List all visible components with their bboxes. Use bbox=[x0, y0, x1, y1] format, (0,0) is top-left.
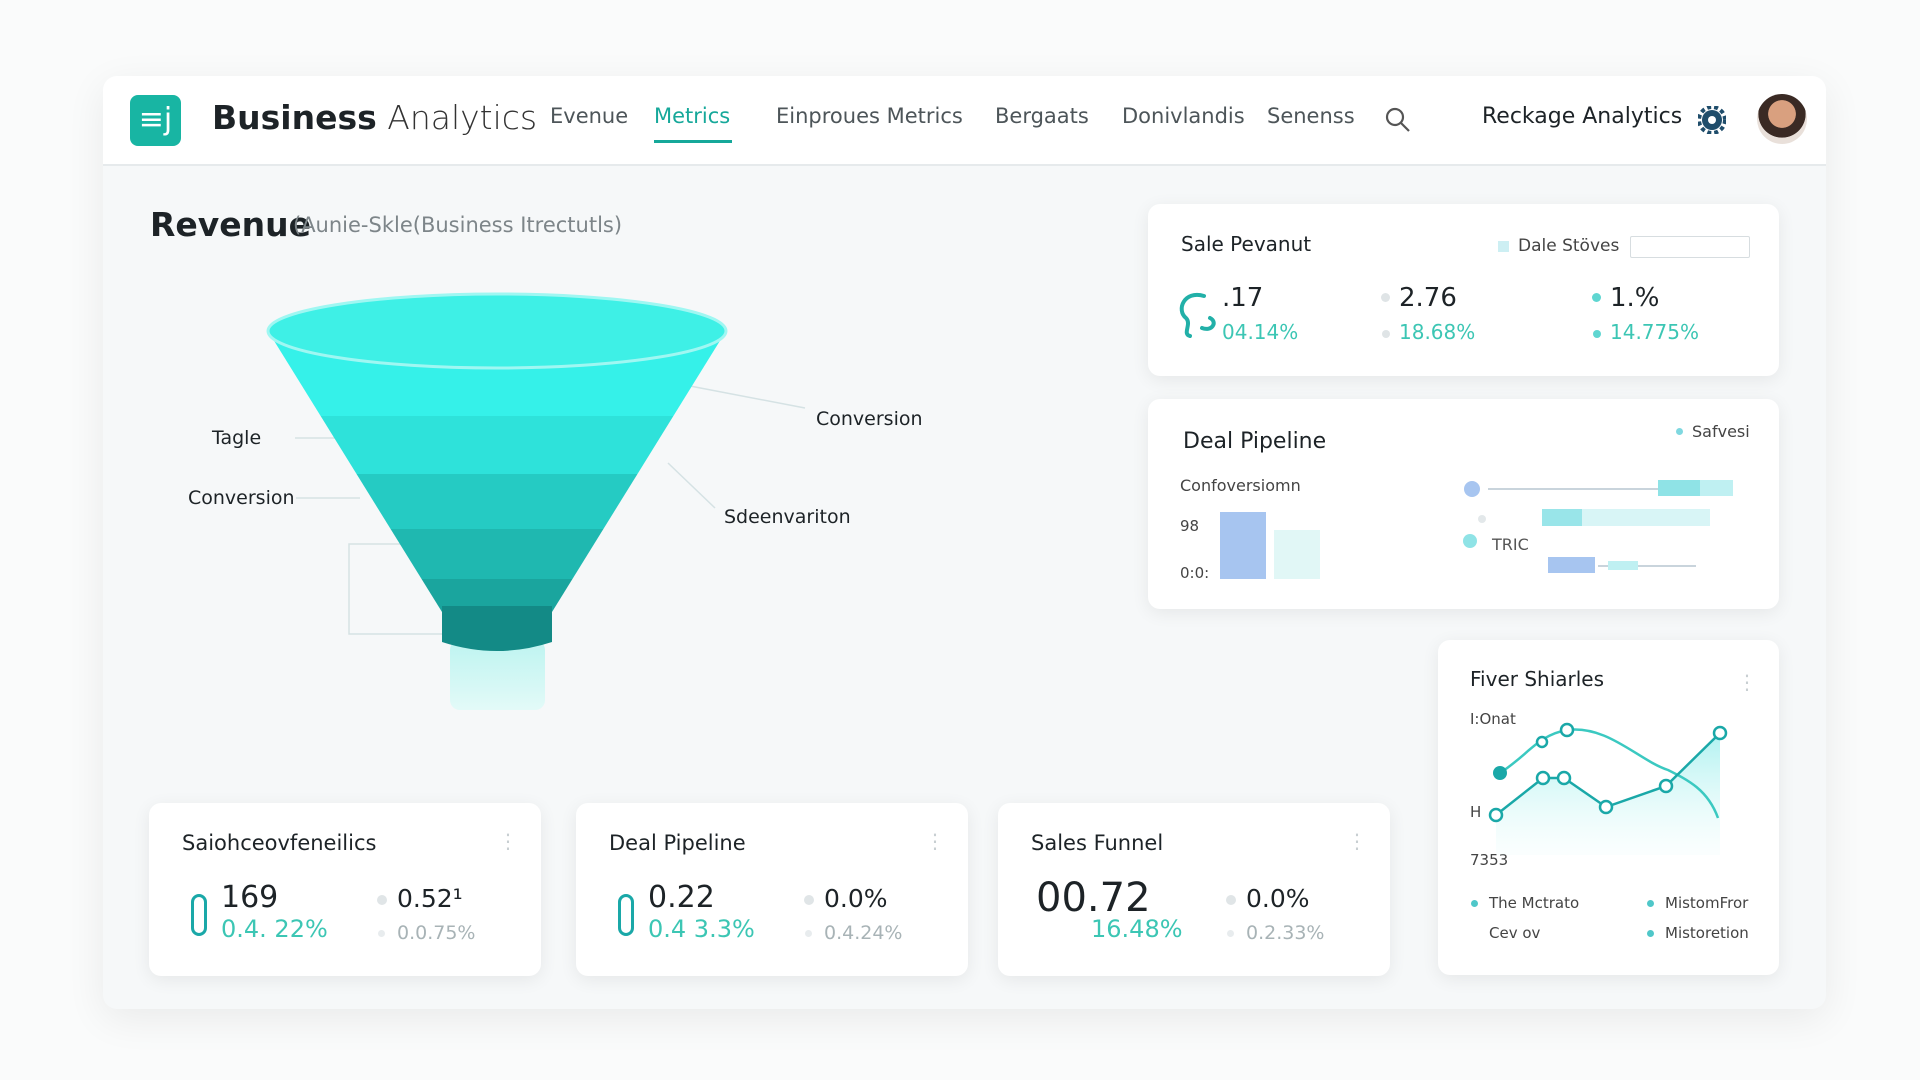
nav-item[interactable]: Metrics bbox=[654, 104, 731, 128]
stat-value: 2.76 bbox=[1399, 283, 1457, 313]
card-primary: 0.22 bbox=[648, 880, 715, 915]
right-title: Reckage Analytics bbox=[1482, 104, 1683, 129]
funnel-label: Conversion bbox=[188, 487, 295, 509]
card-dot bbox=[804, 895, 814, 905]
nav-item[interactable]: Donivlandis bbox=[1122, 104, 1245, 128]
stat-value: .17 bbox=[1222, 283, 1264, 313]
card-dot bbox=[378, 930, 385, 937]
nav-underline bbox=[654, 140, 732, 143]
stat-dot bbox=[1592, 293, 1601, 302]
stat-value: 1.% bbox=[1610, 283, 1660, 313]
card-primary: 169 bbox=[221, 880, 279, 915]
legend-dot bbox=[1647, 900, 1654, 907]
card-dot bbox=[1226, 895, 1236, 905]
deal-axis-label: 98 bbox=[1180, 517, 1200, 535]
legend-label: MistomFror bbox=[1665, 894, 1749, 912]
deal-title: Deal Pipeline bbox=[1183, 429, 1327, 454]
funnel-label: Tagle bbox=[212, 427, 262, 449]
card-primary-change: 0.4. 22% bbox=[221, 915, 328, 943]
card-dot bbox=[805, 930, 812, 937]
legend-dot bbox=[1471, 900, 1478, 907]
card-secondary-change: 0.2.33% bbox=[1246, 922, 1325, 944]
fiver-axis-label: I:Onat bbox=[1470, 710, 1516, 728]
deal-axis-label: 0:0: bbox=[1180, 564, 1210, 582]
revenue-subtitle: (Aunie-Skle(Business Itrectutls) bbox=[293, 213, 623, 237]
header-bar bbox=[103, 76, 1826, 166]
deal-subtitle: Confoversiomn bbox=[1180, 476, 1301, 495]
sale-panel bbox=[1148, 204, 1779, 376]
card-icon bbox=[618, 894, 634, 936]
legend-dot bbox=[1647, 930, 1654, 937]
legend-swatch bbox=[1498, 241, 1509, 252]
card-secondary: 0.52¹ bbox=[397, 884, 463, 913]
fiver-axis-label: 7353 bbox=[1470, 851, 1509, 869]
sale-legend: Dale Stöves bbox=[1518, 236, 1620, 256]
deal-legend: Safvesi bbox=[1692, 422, 1750, 441]
fiver-title: Fiver Shiarles bbox=[1470, 667, 1605, 691]
stat-change: 18.68% bbox=[1399, 320, 1476, 344]
card-primary-change: 16.48% bbox=[1091, 915, 1183, 943]
nav-item[interactable]: Evenue bbox=[550, 104, 629, 128]
card-primary: 00.72 bbox=[1036, 875, 1151, 921]
search-icon[interactable] bbox=[1384, 106, 1412, 134]
stat-icon bbox=[1179, 292, 1216, 338]
stat-dot bbox=[1593, 330, 1601, 338]
more-button[interactable]: ⋮ bbox=[925, 829, 945, 853]
card-secondary: 0.0% bbox=[824, 884, 888, 913]
logo-icon[interactable]: ≡j bbox=[130, 95, 181, 146]
card-secondary-change: 0.4.24% bbox=[824, 922, 903, 944]
nav-item[interactable]: Senenss bbox=[1267, 104, 1355, 128]
funnel-label: Conversion bbox=[816, 408, 923, 430]
more-button[interactable]: ⋮ bbox=[498, 829, 518, 853]
brand-light: Analytics bbox=[387, 98, 538, 137]
funnel bbox=[266, 292, 806, 710]
metric-card bbox=[998, 803, 1390, 976]
stat-change: 14.775% bbox=[1610, 320, 1699, 344]
settings-icon[interactable] bbox=[1698, 106, 1726, 134]
deal-chart bbox=[1220, 480, 1733, 579]
card-icon bbox=[191, 894, 207, 936]
fiver-axis-label: H bbox=[1470, 803, 1482, 821]
metric-card bbox=[149, 803, 541, 976]
legend-label: The Mctrato bbox=[1489, 894, 1580, 912]
nav-item[interactable]: Einproues Metrics bbox=[776, 104, 963, 128]
stat-dot bbox=[1382, 330, 1390, 338]
card-dot bbox=[1227, 930, 1234, 937]
funnel-label: Sdeenvariton bbox=[724, 506, 851, 528]
more-button[interactable]: ⋮ bbox=[1347, 829, 1367, 853]
legend-label: Cev ov bbox=[1489, 924, 1541, 942]
card-primary-change: 0.4 3.3% bbox=[648, 915, 755, 943]
more-button[interactable]: ⋮ bbox=[1737, 670, 1757, 694]
card-secondary-change: 0.0.75% bbox=[397, 922, 476, 944]
card-title: Saiohceovfeneilics bbox=[182, 831, 377, 855]
fiver-chart bbox=[1488, 722, 1728, 855]
metric-card bbox=[576, 803, 968, 976]
brand: Business Analytics bbox=[212, 98, 537, 137]
card-title: Deal Pipeline bbox=[609, 831, 746, 855]
legend-dot bbox=[1676, 428, 1683, 435]
revenue-title: Revenue bbox=[150, 205, 312, 244]
legend-label: Mistoretion bbox=[1665, 924, 1749, 942]
legend-input[interactable] bbox=[1630, 236, 1750, 258]
nav-item[interactable]: Bergaats bbox=[995, 104, 1089, 128]
stat-change: 04.14% bbox=[1222, 320, 1299, 344]
avatar[interactable] bbox=[1757, 94, 1807, 144]
card-dot bbox=[377, 895, 387, 905]
stat-dot bbox=[1381, 293, 1390, 302]
card-title: Sales Funnel bbox=[1031, 831, 1164, 855]
deal-tag: TRIC bbox=[1492, 535, 1529, 554]
card-secondary: 0.0% bbox=[1246, 884, 1310, 913]
sale-title: Sale Pevanut bbox=[1181, 232, 1312, 256]
brand-bold: Business bbox=[212, 98, 377, 137]
